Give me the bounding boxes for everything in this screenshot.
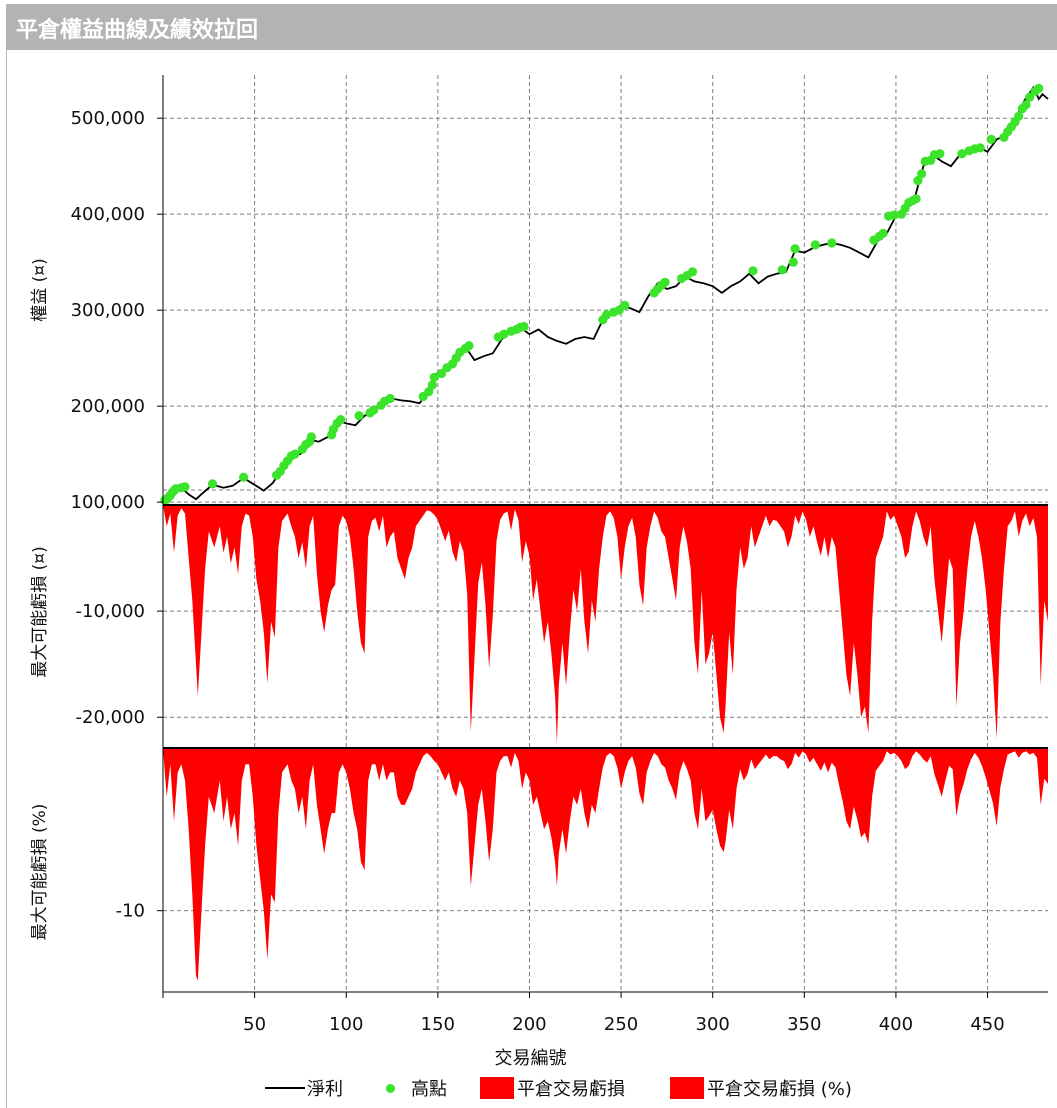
high-point-marker — [913, 176, 923, 186]
legend-item-drawdown: 平倉交易虧損 — [480, 1075, 625, 1101]
high-point-marker — [878, 228, 888, 238]
drawdown-area — [163, 748, 1048, 981]
legend-item-drawdown-percent: 平倉交易虧損 (%) — [670, 1075, 852, 1101]
high-point-marker — [687, 267, 698, 277]
window-title: 平倉權益曲線及績效拉回 — [16, 18, 259, 43]
y-tick-label: 200,000 — [71, 396, 145, 417]
legend-label-drawdown-percent: 平倉交易虧損 (%) — [707, 1079, 852, 1100]
high-point-marker — [499, 329, 509, 339]
y-axis-title: 最大可能虧損 (¤) — [30, 546, 50, 677]
dot-swatch-icon — [386, 1083, 395, 1093]
x-tick-label: 350 — [787, 1014, 821, 1035]
high-point-marker — [336, 415, 346, 425]
line-swatch-icon — [265, 1087, 305, 1089]
equity-series — [160, 83, 1049, 505]
high-point-marker — [827, 238, 837, 248]
y-tick-label: -10 — [116, 901, 145, 922]
legend: 淨利 高點 平倉交易虧損 平倉交易虧損 (%) — [0, 1075, 1057, 1103]
high-point-marker — [777, 265, 787, 275]
high-point-marker — [957, 149, 967, 159]
x-tick-label: 450 — [970, 1014, 1004, 1035]
x-tick-label: 400 — [879, 1014, 913, 1035]
legend-label-drawdown: 平倉交易虧損 — [517, 1079, 625, 1100]
high-point-marker — [385, 393, 395, 404]
high-point-marker — [917, 169, 927, 179]
high-point-marker — [180, 482, 190, 492]
high-point-marker — [601, 310, 612, 320]
axis-labels: 100,000 200,000 300,000 400,000 500,000 權益 (¤… — [30, 108, 1005, 1069]
x-tick-label: 300 — [696, 1014, 730, 1035]
high-point-marker — [436, 368, 447, 379]
x-tick-label: 100 — [329, 1014, 363, 1035]
y-tick-label: -10,000 — [76, 601, 145, 622]
high-point-marker — [748, 266, 758, 276]
axes — [157, 75, 1048, 998]
high-point-marker — [935, 149, 945, 159]
x-tick-label: 200 — [512, 1014, 546, 1035]
high-point-marker — [788, 257, 798, 267]
high-point-marker — [1034, 83, 1044, 93]
high-point-marker — [427, 380, 437, 390]
high-point-marker — [810, 240, 820, 250]
high-point-marker — [1021, 100, 1031, 110]
high-point-marker — [519, 321, 529, 332]
high-point-marker — [986, 134, 996, 144]
legend-item-net-profit: 淨利 — [265, 1075, 343, 1101]
legend-item-high-point: 高點 — [380, 1075, 447, 1101]
legend-label-high-point: 高點 — [411, 1079, 447, 1100]
y-tick-label: -20,000 — [76, 707, 145, 728]
x-axis-title: 交易編號 — [495, 1048, 567, 1069]
high-point-marker — [369, 405, 379, 415]
red-swatch-icon — [480, 1077, 514, 1099]
high-point-marker — [620, 300, 630, 310]
high-point-marker — [975, 143, 985, 153]
y-axis-title: 最大可能虧損 (%) — [30, 804, 50, 941]
x-tick-label: 250 — [604, 1014, 638, 1035]
high-point-marker — [290, 449, 300, 459]
y-tick-label: 100,000 — [71, 492, 145, 513]
high-point-marker — [911, 194, 921, 204]
high-point-marker — [464, 341, 474, 351]
high-point-marker — [1025, 92, 1035, 102]
legend-label-net-profit: 淨利 — [307, 1079, 343, 1100]
high-point-marker — [660, 277, 670, 287]
y-tick-label: 500,000 — [71, 108, 145, 129]
y-tick-label: 400,000 — [71, 204, 145, 225]
drawdown-areas — [163, 505, 1048, 981]
y-tick-label: 300,000 — [71, 300, 145, 321]
equity-line — [162, 85, 1049, 501]
title-bar: 平倉權益曲線及績效拉回 — [6, 4, 1057, 50]
high-point-marker — [207, 479, 218, 489]
high-point-marker — [429, 372, 439, 382]
red-swatch-icon — [670, 1077, 704, 1099]
chart-window-frame — [6, 4, 1057, 1108]
high-point-marker — [889, 210, 899, 220]
high-point-marker — [790, 244, 800, 254]
high-point-marker — [306, 432, 316, 442]
x-tick-label: 150 — [421, 1014, 455, 1035]
high-point-marker — [239, 472, 249, 482]
high-point-marker — [1014, 111, 1024, 121]
y-axis-title: 權益 (¤) — [30, 258, 50, 321]
x-tick-label: 50 — [243, 1014, 266, 1035]
high-point-marker — [354, 411, 364, 421]
drawdown-area — [163, 505, 1048, 744]
